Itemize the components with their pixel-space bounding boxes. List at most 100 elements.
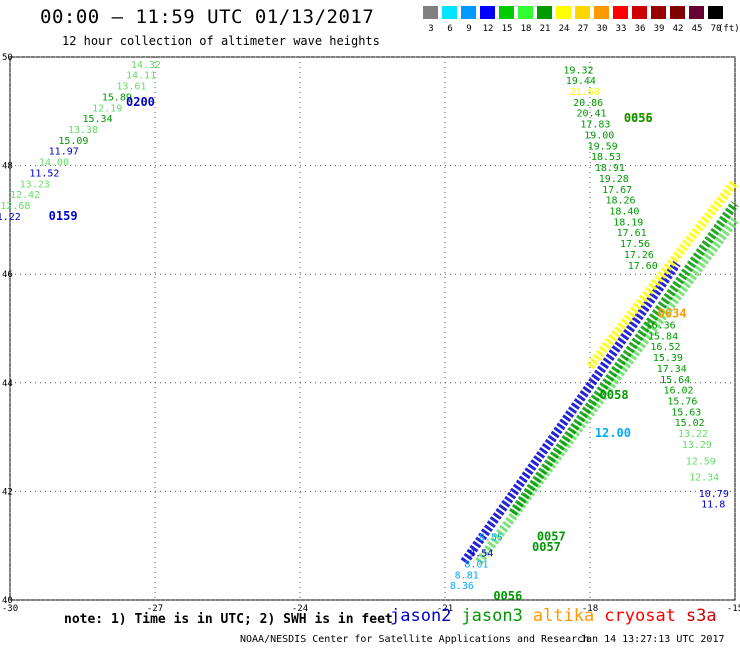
color-scale-swatch: [613, 6, 628, 19]
swh-value: 17.34: [657, 364, 687, 375]
y-tick-label: 46: [2, 270, 13, 280]
swh-value: 11.52: [29, 168, 59, 179]
swh-value: 15.39: [653, 353, 683, 364]
swh-value: 15.63: [671, 407, 701, 418]
color-scale-swatch: [670, 6, 685, 19]
color-scale-label: 15: [501, 24, 513, 34]
color-scale-label: 24: [558, 24, 570, 34]
track-time-label: 0634: [658, 307, 687, 321]
color-scale-swatch: [594, 6, 609, 19]
swh-value: 17.67: [602, 185, 632, 196]
track-time-label: 0057: [532, 540, 561, 554]
chart-title: 00:00 – 11:59 UTC 01/13/2017: [40, 6, 375, 28]
swh-value: 14.32: [131, 60, 161, 71]
satellite-legend-item: jason2: [390, 606, 452, 626]
swh-value: 16.02: [663, 386, 693, 397]
x-tick-label: -15: [727, 604, 740, 614]
color-scale-label: 70: [710, 24, 722, 34]
color-scale-label: 33: [615, 24, 627, 34]
color-scale-swatch: [499, 6, 514, 19]
color-scale-swatch: [689, 6, 704, 19]
swh-value: 15.89: [102, 92, 132, 103]
color-scale-label: 27: [577, 24, 589, 34]
swh-value: 17.61: [617, 228, 647, 239]
color-scale-label: 45: [691, 24, 703, 34]
color-scale-unit: (ft): [718, 24, 740, 34]
swh-value: 17.26: [624, 250, 654, 261]
swh-value: 17.83: [580, 120, 610, 131]
color-scale-swatch: [423, 6, 438, 19]
satellite-track: [509, 200, 739, 516]
swh-value: 11.22: [0, 212, 21, 223]
x-tick-label: -18: [582, 604, 598, 614]
color-scale-label: 6: [447, 24, 453, 34]
x-tick-label: -30: [2, 604, 18, 614]
swh-value: 10.79: [699, 489, 729, 500]
satellite-legend-item: jason3: [461, 606, 523, 626]
swh-value: 8.36: [450, 581, 474, 592]
color-scale-swatch: [575, 6, 590, 19]
chart-subtitle: 12 hour collection of altimeter wave hei…: [62, 34, 380, 48]
track-time-label: 0056: [493, 589, 522, 603]
color-scale-swatch: [556, 6, 571, 19]
satellite-legend-item: cryosat: [604, 606, 676, 626]
satellite-legend-item: altika: [532, 606, 595, 626]
swh-value: 14.11: [126, 71, 156, 82]
color-scale-swatch: [518, 6, 533, 19]
swh-value: 17.60: [628, 261, 658, 272]
color-scale-swatch: [537, 6, 552, 19]
swh-value: 13.22: [678, 429, 708, 440]
color-scale-swatch: [442, 6, 457, 19]
swh-value: 14.00: [39, 158, 69, 169]
swh-value: 12.34: [689, 473, 719, 484]
color-scale-swatch: [461, 6, 476, 19]
color-scale-swatch: [632, 6, 647, 19]
swh-value: 8.55: [479, 532, 503, 543]
swh-value: 21.68: [570, 87, 600, 98]
x-tick-label: -27: [147, 604, 163, 614]
swh-value: 20.41: [576, 109, 606, 120]
swh-value: 15.84: [648, 331, 678, 342]
swh-value: 16.36: [646, 321, 676, 332]
y-tick-label: 48: [2, 162, 13, 172]
y-tick-label: 44: [2, 379, 13, 389]
swh-value: 18.26: [605, 196, 635, 207]
track-time-label: 0635: [624, 111, 653, 125]
color-scale-label: 42: [672, 24, 684, 34]
swh-value: 20.86: [573, 98, 603, 109]
color-scale-swatch: [651, 6, 666, 19]
color-scale-label: 39: [653, 24, 665, 34]
swh-value: 17.56: [620, 239, 650, 250]
swh-value: 11.97: [49, 147, 79, 158]
swh-value: 13.61: [116, 82, 146, 93]
footnote: note: 1) Time is in UTC; 2) SWH is in fe…: [64, 612, 393, 627]
swh-value: 15.76: [667, 397, 697, 408]
y-tick-label: 40: [2, 596, 13, 606]
swh-value: 15.09: [58, 136, 88, 147]
swh-value: 13.29: [682, 440, 712, 451]
swh-value: 12.19: [92, 103, 122, 114]
color-scale-swatch: [480, 6, 495, 19]
map-frame: [9, 56, 736, 601]
swh-value: 15.34: [83, 114, 113, 125]
swh-value: 15.64: [660, 375, 690, 386]
color-scale-label: 21: [539, 24, 551, 34]
swh-value: 18.53: [591, 152, 621, 163]
x-tick-label: -24: [292, 604, 308, 614]
color-scale-label: 12: [482, 24, 494, 34]
swh-value: 19.59: [588, 141, 618, 152]
swh-value: 19.32: [563, 65, 593, 76]
swh-value: 13.38: [68, 125, 98, 136]
track-time-label: 0058: [600, 388, 629, 402]
swh-value: 9.54: [469, 549, 493, 560]
generated-timestamp: Jan 14 13:27:13 UTC 2017: [580, 634, 725, 645]
swh-value: 12.59: [686, 456, 716, 467]
credit-text: NOAA/NESDIS Center for Satellite Applica…: [240, 634, 590, 645]
swh-value: 8.81: [455, 570, 479, 581]
swh-value: 18.40: [609, 206, 639, 217]
satellite-track: [460, 260, 681, 565]
satellite-legend: jason2 jason3 altika cryosat s3a: [390, 606, 727, 626]
swh-value: 18.91: [595, 163, 625, 174]
color-scale-label: 9: [466, 24, 472, 34]
